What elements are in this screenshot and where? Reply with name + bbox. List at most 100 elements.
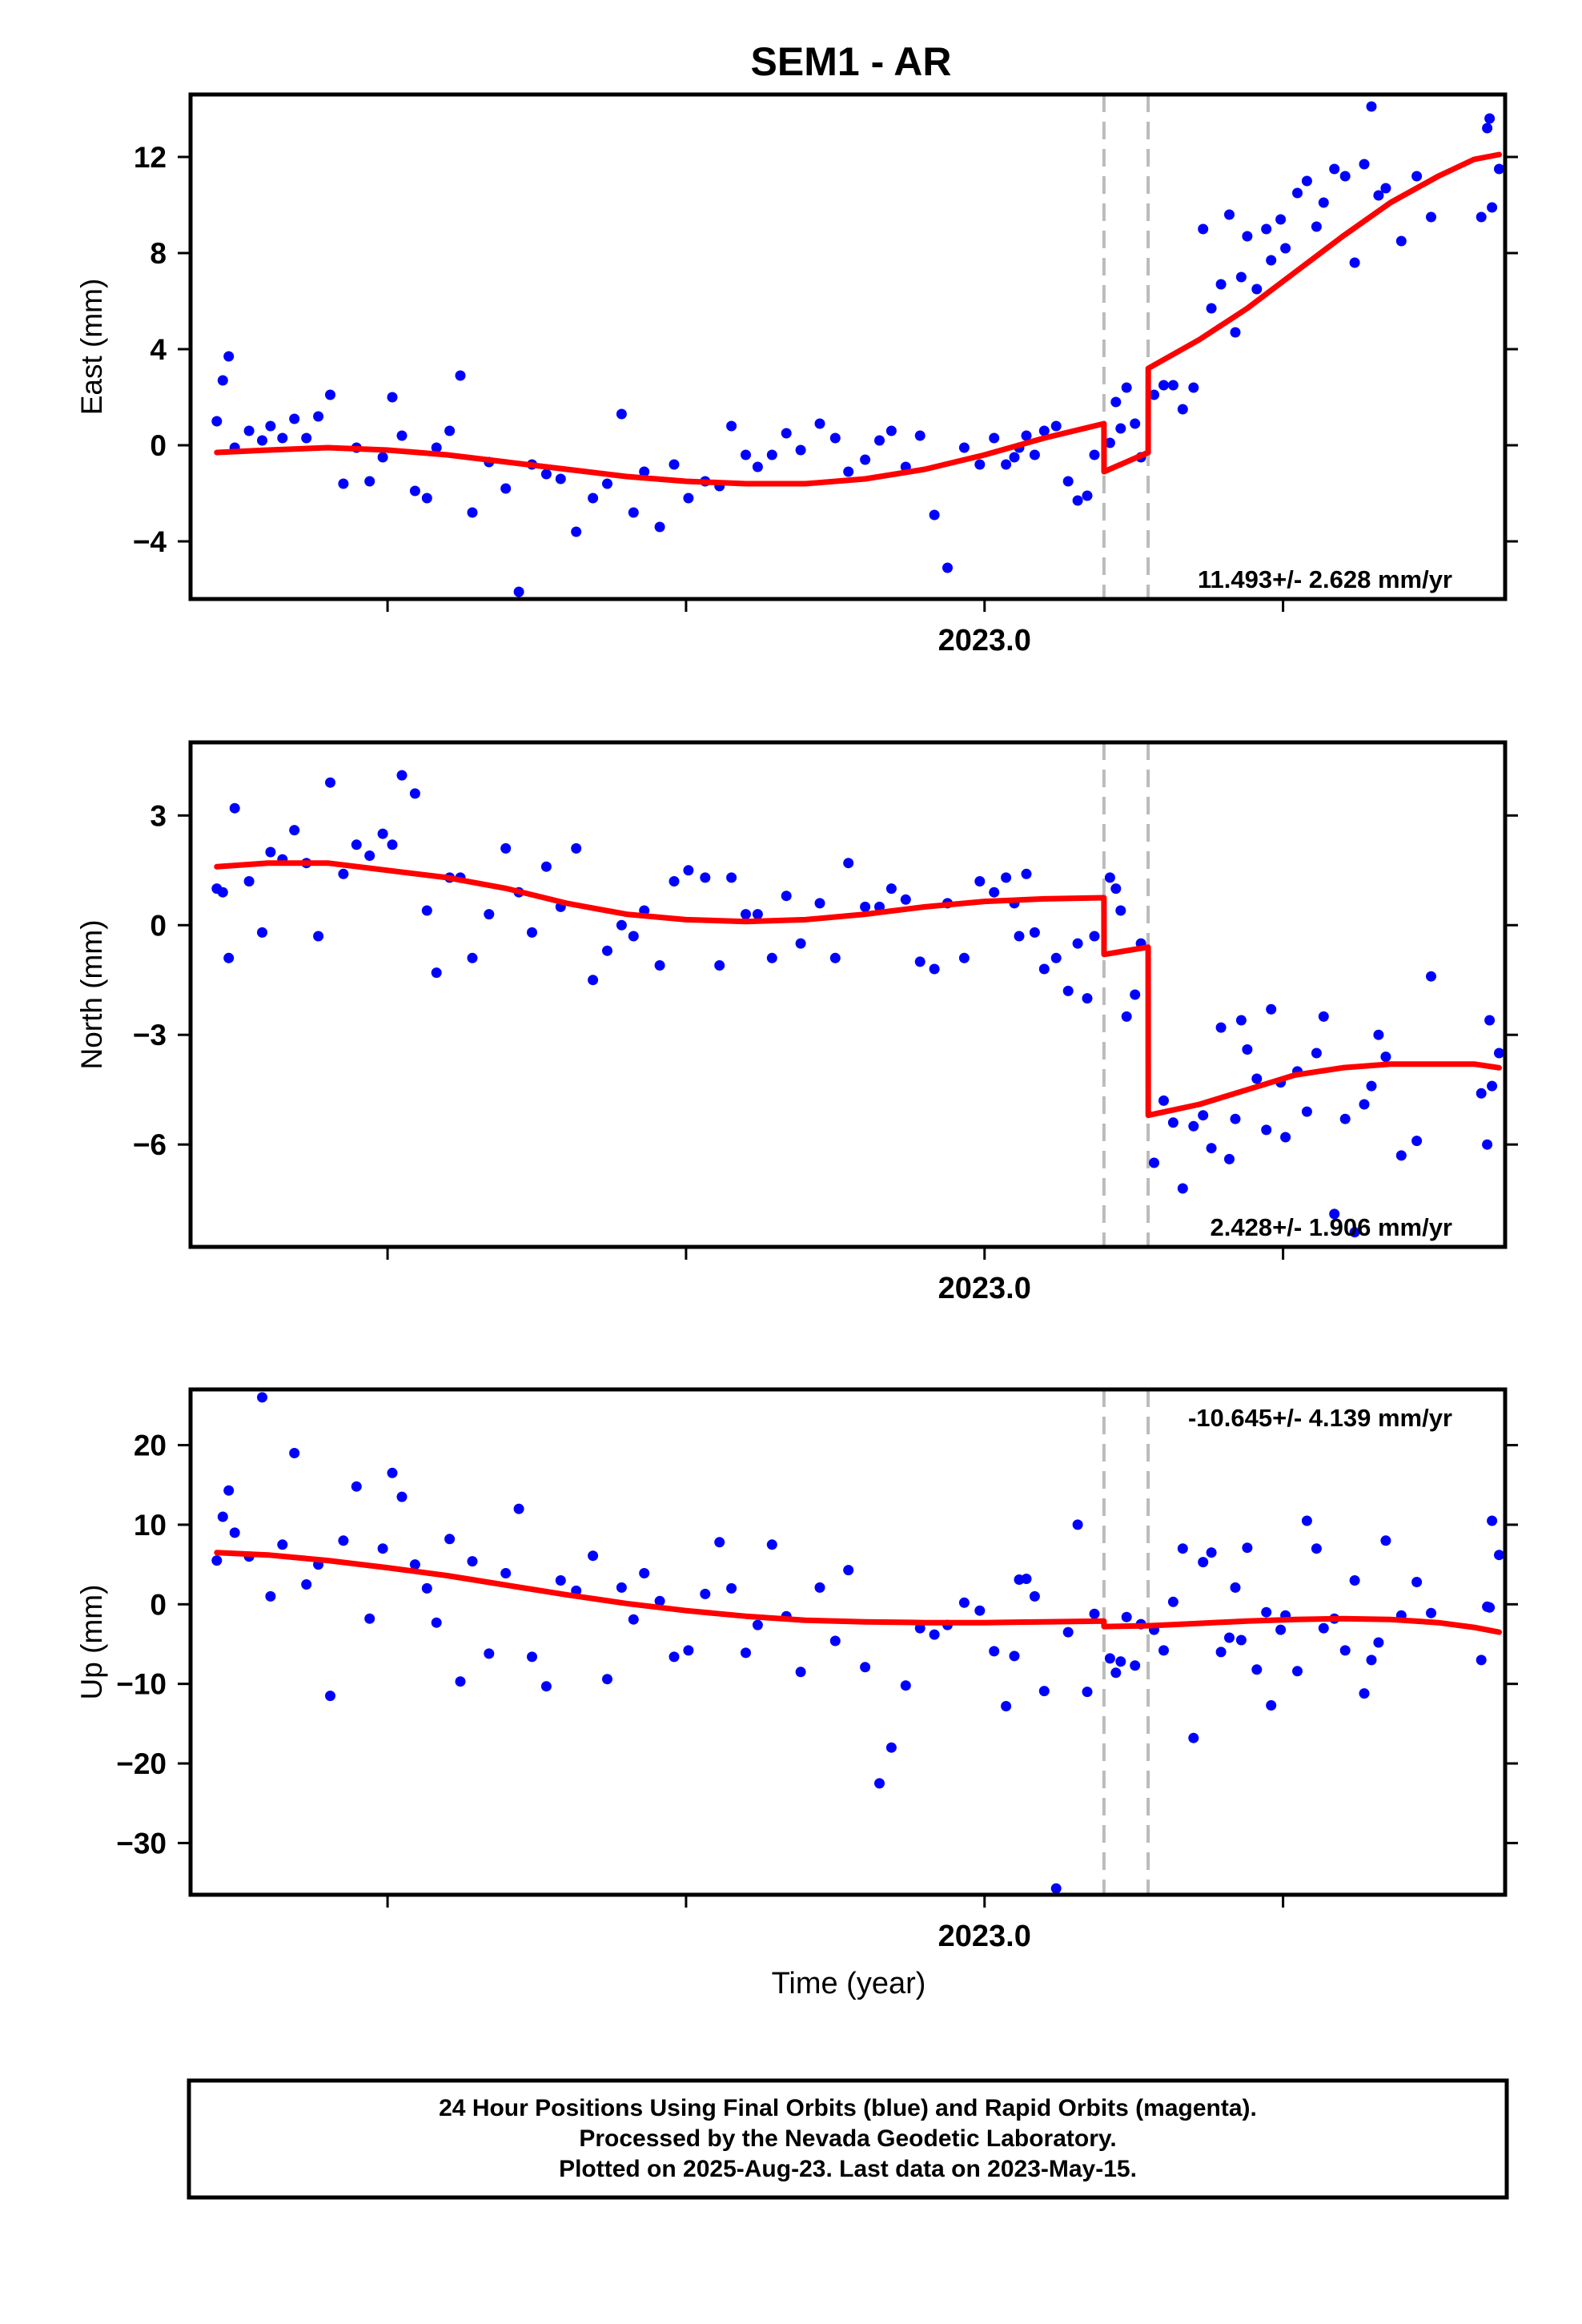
north-data-point: [421, 905, 432, 916]
up-data-point: [1275, 1624, 1287, 1635]
north-data-point: [1188, 1120, 1199, 1132]
up-model-fit-line: [214, 1550, 1502, 1635]
east-data-point: [1411, 171, 1423, 182]
up-data-point: [639, 1568, 650, 1578]
up-data-point: [1318, 1622, 1329, 1634]
east-data-point: [628, 507, 639, 518]
north-data-point: [1224, 1153, 1235, 1164]
north-data-point: [1110, 883, 1122, 895]
north-data-point: [351, 839, 362, 850]
up-data-point: [860, 1662, 871, 1673]
up-data-point: [396, 1491, 408, 1502]
north-data-point: [1062, 985, 1074, 996]
east-data-point: [377, 452, 388, 463]
north-y-axis-label: North (mm): [75, 919, 108, 1069]
east-y-tick-label: 4: [150, 333, 167, 366]
north-data-point: [1206, 1143, 1217, 1154]
east-data-point: [387, 392, 398, 403]
north-data-point: [602, 945, 612, 956]
east-data-point: [1121, 382, 1132, 393]
north-data-point: [364, 850, 375, 861]
east-data-point: [1380, 183, 1391, 194]
up-y-tick-label: −10: [116, 1668, 167, 1701]
north-plot-area: [211, 770, 1504, 1238]
north-data-point: [860, 901, 871, 912]
east-data-point: [752, 461, 763, 472]
up-data-point: [874, 1778, 885, 1789]
east-data-point: [639, 466, 650, 477]
north-data-point: [1487, 1080, 1498, 1092]
east-data-point: [1366, 101, 1377, 112]
north-data-point: [571, 842, 582, 854]
north-data-point: [914, 956, 926, 967]
up-data-point: [683, 1645, 694, 1656]
north-y-tick-label: −6: [133, 1128, 167, 1161]
up-data-point: [766, 1539, 777, 1550]
east-data-point: [540, 468, 552, 480]
up-data-point: [1206, 1547, 1217, 1558]
north-data-point: [1366, 1080, 1377, 1092]
east-data-point: [1395, 235, 1407, 247]
north-data-point: [669, 876, 680, 887]
up-data-point: [628, 1614, 639, 1625]
up-data-point: [752, 1619, 763, 1630]
east-data-point: [1487, 202, 1498, 213]
up-y-tick-label: −20: [116, 1747, 167, 1780]
east-data-point: [1275, 214, 1287, 225]
north-data-point: [467, 952, 478, 963]
up-y-tick-label: 0: [150, 1588, 167, 1621]
east-x-tick-label: 2023.0: [938, 624, 1031, 657]
north-data-point: [843, 858, 854, 869]
up-data-point: [914, 1622, 926, 1634]
up-data-point: [1104, 1653, 1115, 1664]
north-data-point: [1001, 872, 1012, 883]
up-data-point: [1494, 1550, 1504, 1561]
east-y-tick-label: 12: [134, 141, 167, 174]
north-data-point: [766, 952, 777, 963]
up-data-point: [301, 1579, 312, 1590]
north-data-point: [1149, 1157, 1159, 1168]
north-data-point: [628, 931, 639, 942]
north-data-point: [616, 919, 627, 931]
up-data-point: [1242, 1542, 1253, 1554]
north-data-point: [1021, 868, 1032, 879]
x-axis-label: Time (year): [772, 1967, 926, 2000]
north-data-point: [1230, 1113, 1241, 1124]
east-data-point: [1215, 279, 1227, 290]
north-data-point: [289, 825, 300, 836]
north-data-point: [1167, 1117, 1178, 1128]
east-data-point: [588, 493, 599, 504]
up-data-point: [223, 1485, 235, 1496]
north-data-point: [814, 898, 825, 909]
north-data-point: [795, 938, 806, 949]
north-data-point: [1235, 1015, 1247, 1026]
up-frame: [188, 1387, 1508, 1897]
north-panel: −6 −3 0 3 2023.0 North (mm) 2.428+/- 1.906 mm/…: [75, 740, 1518, 1305]
north-data-point: [1339, 1113, 1351, 1124]
east-data-point: [1110, 396, 1122, 408]
up-data-point: [700, 1588, 711, 1599]
up-data-point: [588, 1550, 599, 1562]
east-data-point: [431, 442, 442, 453]
up-data-point: [814, 1582, 825, 1593]
up-data-point: [540, 1681, 552, 1692]
east-data-point: [829, 432, 841, 444]
north-data-point: [741, 909, 751, 920]
east-data-point: [223, 351, 235, 362]
east-data-point: [364, 476, 375, 487]
east-data-point: [1482, 123, 1493, 134]
up-data-point: [1021, 1574, 1032, 1584]
north-data-point: [1038, 963, 1050, 975]
north-data-point: [974, 876, 986, 887]
east-data-point: [265, 420, 276, 432]
east-data-point: [1158, 380, 1169, 391]
east-y-tick-label: 0: [150, 429, 167, 462]
north-data-point: [1014, 931, 1025, 942]
east-data-point: [1359, 159, 1370, 170]
north-data-point: [1329, 1208, 1340, 1220]
north-rate-label: 2.428+/- 1.906 mm/yr: [1211, 1213, 1452, 1241]
up-data-point: [1266, 1700, 1277, 1711]
up-data-point: [1177, 1543, 1188, 1554]
north-data-point: [1115, 905, 1126, 916]
up-y-tick-label: −30: [116, 1827, 167, 1860]
